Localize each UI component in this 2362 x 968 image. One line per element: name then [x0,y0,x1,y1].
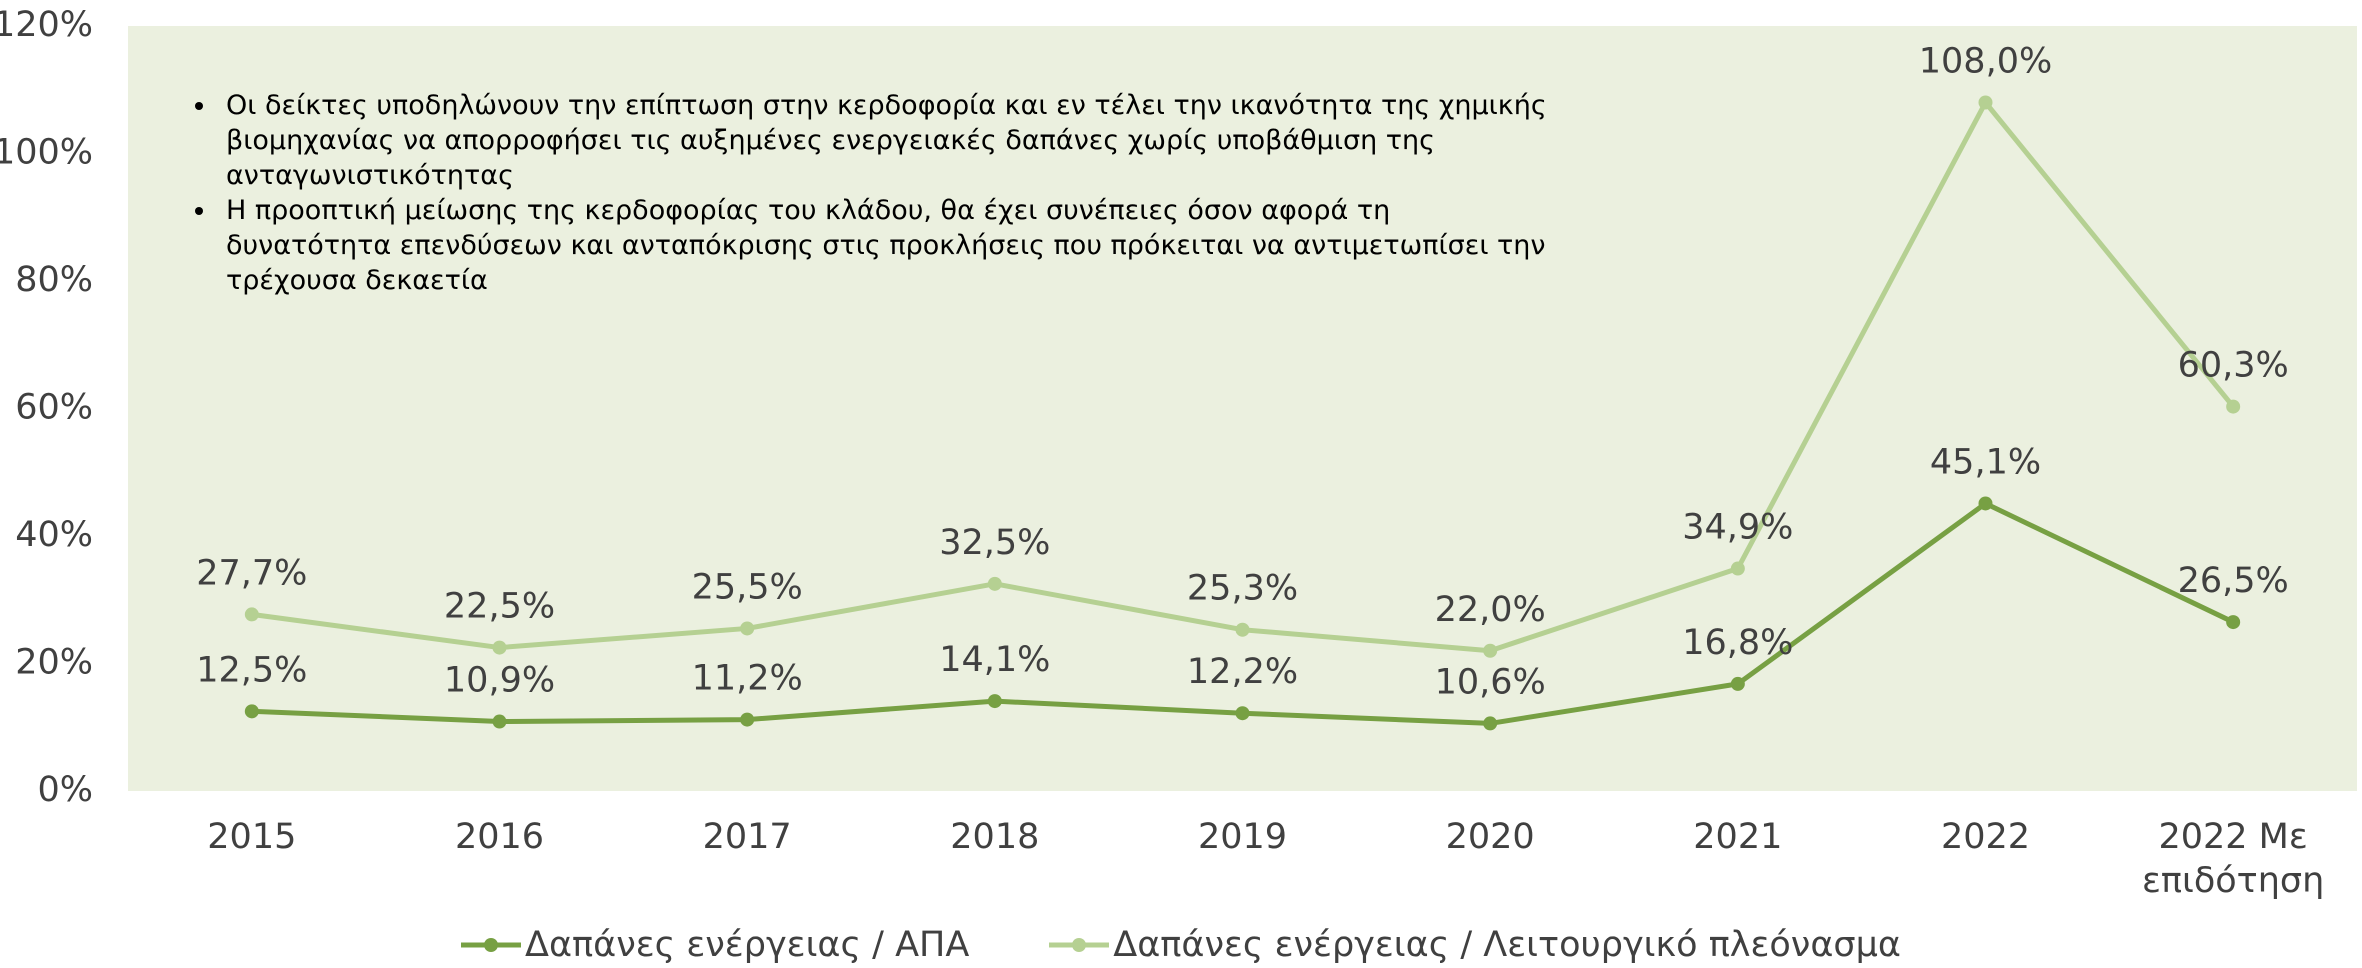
data-label: 34,9% [1682,508,1793,548]
x-tick-label: 2018 [950,817,1040,857]
data-point [2226,615,2241,630]
annotation: Οι δείκτες υποδηλώνουν την επίπτωση στην… [218,88,1558,193]
y-tick-label: 80% [15,260,93,300]
data-point [492,714,507,729]
annotation: Η προοπτική μείωσης της κερδοφορίας του … [218,193,1558,298]
x-tick-label: 2020 [1445,817,1535,857]
x-tick-label: 2022 [1940,817,2031,857]
legend: Δαπάνες ενέργειας / ΑΠΑ Δαπάνες ενέργειας… [0,925,2362,965]
data-label: 60,3% [2178,346,2289,386]
legend-swatch [461,938,522,952]
data-point [1235,706,1250,721]
data-point [1483,643,1498,658]
y-tick-label: 60% [15,388,93,428]
plot-background [128,26,2357,791]
data-point [244,607,259,622]
x-tick-label: 2022 Με επιδότηση [2142,817,2325,901]
data-label: 10,9% [444,661,555,701]
data-label: 14,1% [939,640,1050,680]
data-label: 22,0% [1435,590,1546,630]
y-tick-label: 120% [0,5,93,45]
legend-marker [1072,938,1087,952]
legend-label: Δαπάνες ενέργειας / ΑΠΑ [525,925,970,965]
x-tick-label: 2021 [1693,817,1783,857]
annotations: Οι δείκτες υποδηλώνουν την επίπτωση στην… [190,88,1558,298]
data-point [492,640,507,655]
legend-swatch [1049,938,1110,952]
data-label: 16,8% [1682,623,1793,663]
data-label: 22,5% [444,587,555,627]
data-point [740,712,755,727]
data-label: 27,7% [196,553,307,593]
data-point [1978,496,1993,511]
legend-item: Δαπάνες ενέργειας / ΑΠΑ [461,925,969,965]
y-tick-label: 0% [37,770,93,810]
y-tick-label: 100% [0,133,93,173]
data-label: 45,1% [1930,442,2041,482]
x-tick-label: 2015 [207,817,297,857]
x-tick-label: 2019 [1197,817,1288,857]
data-label: 25,3% [1187,569,1298,609]
data-label: 10,6% [1435,662,1546,702]
data-label: 108,0% [1919,42,2052,82]
data-label: 11,2% [692,659,803,699]
legend-marker [484,938,499,952]
data-label: 12,2% [1187,652,1298,692]
legend-label: Δαπάνες ενέργειας / Λειτουργικό πλεόνασμ… [1113,925,1901,965]
data-label: 25,5% [692,567,803,607]
data-point [987,694,1002,709]
data-point [740,621,755,636]
data-point [1730,561,1745,576]
data-point [244,704,259,719]
x-tick-label: 2017 [702,817,792,857]
data-point [987,576,1002,591]
data-point [1483,716,1498,731]
data-label: 32,5% [939,523,1050,563]
data-point [1978,95,1993,110]
data-label: 12,5% [196,650,307,690]
legend-item: Δαπάνες ενέργειας / Λειτουργικό πλεόνασμ… [1049,925,1901,965]
x-tick-label: 2016 [454,817,545,857]
data-point [1730,676,1745,691]
data-label: 26,5% [2178,561,2289,601]
data-point [2226,399,2241,414]
data-point [1235,622,1250,637]
y-tick-label: 40% [15,515,93,555]
y-tick-label: 20% [15,643,93,683]
